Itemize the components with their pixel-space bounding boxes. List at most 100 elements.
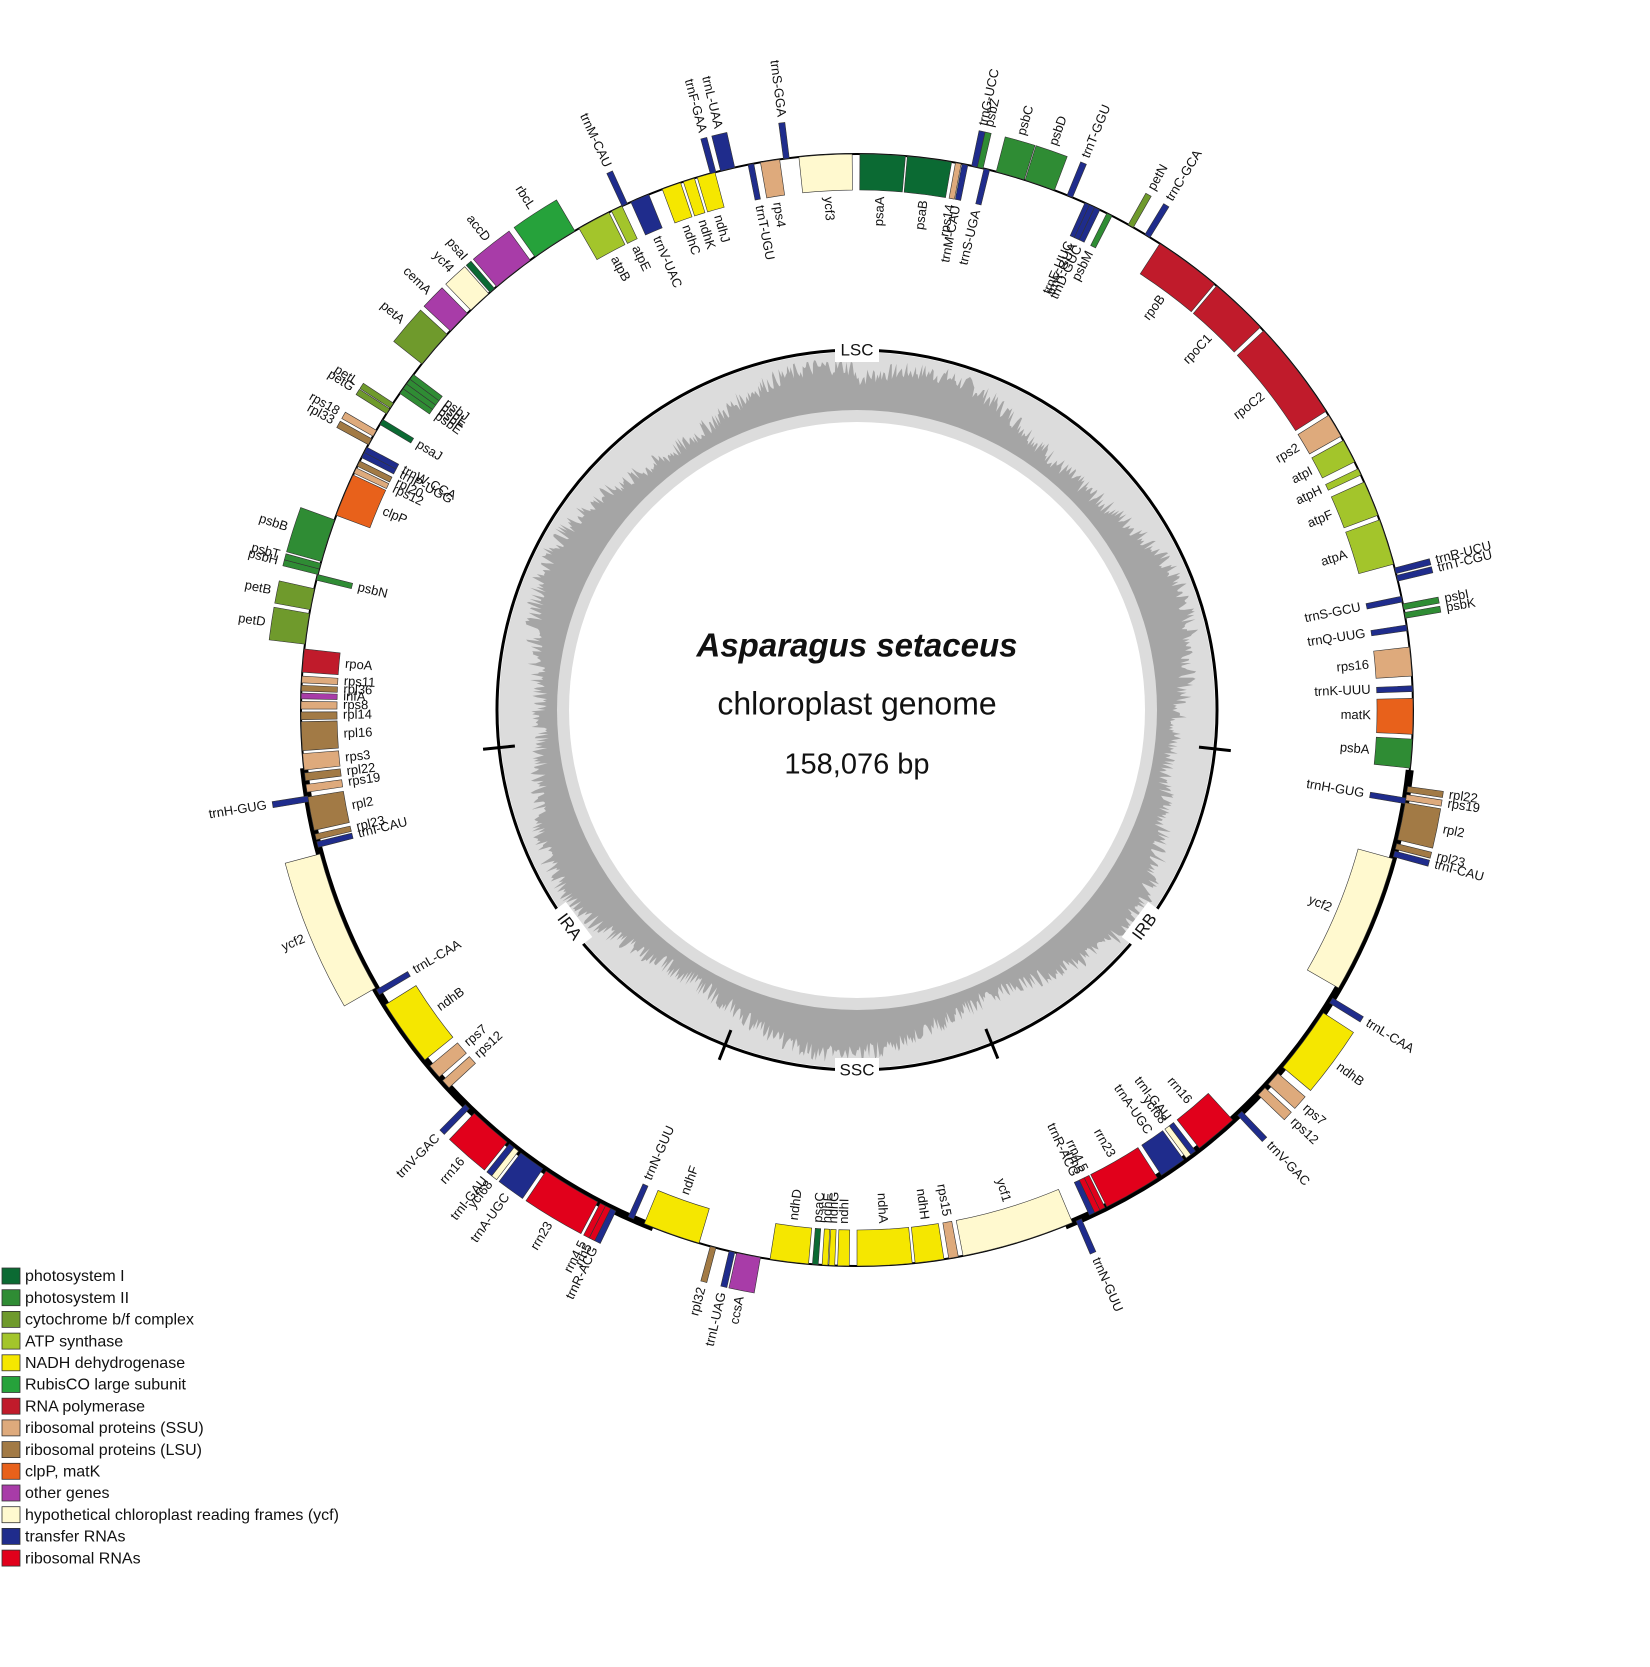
gene-block <box>995 136 1036 181</box>
legend-swatch <box>1 1311 21 1328</box>
gene-label: rps4 <box>770 201 789 228</box>
gene-label: psaB <box>912 199 931 230</box>
gene-block <box>385 985 454 1061</box>
gene-label: cemA <box>400 263 435 297</box>
gene-block <box>769 1223 813 1265</box>
gene-label: psbI <box>1443 586 1470 605</box>
legend-label: cytochrome b/f complex <box>25 1312 194 1329</box>
gene-block <box>700 137 717 175</box>
gene-label: trnH-GUG <box>1305 776 1365 800</box>
legend-swatch <box>1 1549 21 1567</box>
gene-block <box>700 1245 717 1283</box>
gene-block <box>1078 206 1101 243</box>
gene-block <box>353 467 390 489</box>
gene-label: rrn23 <box>527 1219 555 1253</box>
gene-block <box>335 474 387 529</box>
gene-block <box>1192 285 1261 353</box>
gene-label: rrn23 <box>1091 1126 1119 1160</box>
gene-label: ndhH <box>914 1188 933 1221</box>
gene-label: psbC <box>1014 104 1037 137</box>
gene-block <box>271 795 309 809</box>
gene-label: ccsA <box>726 1295 746 1326</box>
gene-label: trnH-GUG <box>208 797 268 821</box>
gene-block <box>300 700 338 710</box>
region-label-group: LSC <box>835 338 879 362</box>
gene-block <box>465 260 495 293</box>
gene-label: atpF <box>1305 507 1335 531</box>
gene-block <box>314 825 352 841</box>
gene-label: psaC <box>810 1192 827 1223</box>
gene-block <box>1404 605 1442 619</box>
legend-label: RNA polymerase <box>25 1398 145 1415</box>
gene-block <box>486 1143 515 1177</box>
gene-block <box>439 1104 470 1135</box>
gene-label: ycf1 <box>993 1176 1014 1203</box>
gene-block <box>1090 212 1113 249</box>
gene-block <box>1394 843 1433 859</box>
gene-label: psbT <box>250 539 282 561</box>
gene-block <box>301 675 339 685</box>
legend-label: RubisCO large subunit <box>25 1377 187 1394</box>
gene-block <box>954 163 969 201</box>
gene-block <box>472 230 531 288</box>
gene-block <box>445 266 490 311</box>
gene-block <box>627 1183 649 1220</box>
gene-label: psbB <box>257 510 290 533</box>
legend-label: other genes <box>25 1485 110 1502</box>
gene-block <box>1373 736 1413 769</box>
legend-swatch <box>1 1267 21 1285</box>
gene-label: rpl23 <box>355 812 387 833</box>
legend-swatch <box>1 1289 21 1307</box>
legend-label: photosystem II <box>25 1290 129 1307</box>
gene-label: ndhJ <box>711 213 733 244</box>
gene-block <box>409 374 443 402</box>
gene-label: rrn16 <box>1165 1074 1196 1107</box>
gene-block <box>711 132 736 172</box>
gene-block <box>1365 595 1403 610</box>
gene-block <box>903 155 952 198</box>
gene-label: trnL-CAA <box>410 936 464 976</box>
gene-label: psbN <box>356 579 389 601</box>
gene-block <box>305 779 344 793</box>
gene-label: trnM-CAU <box>577 111 615 170</box>
legend-swatch <box>1 1376 21 1393</box>
gene-block <box>525 1170 599 1235</box>
legend-swatch <box>1 1332 21 1350</box>
region-tick <box>984 1028 1000 1060</box>
gene-block <box>1396 566 1434 582</box>
gene-block <box>1024 145 1068 191</box>
gene-label: trnV-GAC <box>1264 1138 1313 1189</box>
gene-block <box>1257 1087 1292 1121</box>
gene-block <box>1267 1072 1306 1109</box>
gene-block <box>975 168 990 206</box>
gene-block <box>1141 1130 1185 1176</box>
region-label: SSC <box>840 1060 875 1079</box>
gene-block <box>449 1112 508 1171</box>
gene-block <box>304 768 342 781</box>
gene-label: ndhE <box>819 1192 836 1224</box>
gene-block <box>1392 850 1430 867</box>
gene-label: atpB <box>608 253 634 284</box>
gene-block <box>363 446 400 470</box>
legend-label: photosystem I <box>25 1268 125 1285</box>
gene-block <box>1297 414 1342 455</box>
gene-label: atpH <box>1293 482 1324 507</box>
gene-label: clpP <box>381 503 410 527</box>
gene-label: rpoC1 <box>1180 331 1215 367</box>
gene-block <box>301 648 341 675</box>
gene-block <box>1075 1218 1097 1255</box>
gene-label: trnS-GGA <box>767 59 789 118</box>
gene-label: ndhF <box>677 1164 701 1197</box>
gene-label: ycf2 <box>279 931 307 954</box>
gene-label: psbA <box>1339 739 1370 756</box>
legend-swatch <box>1 1441 21 1458</box>
region-label-bg <box>835 338 879 362</box>
gene-label: psbH <box>247 545 280 567</box>
gene-label: trnS-GCU <box>1303 599 1362 625</box>
legend-swatch <box>1 1506 21 1524</box>
gene-block <box>778 122 790 160</box>
gene-block <box>379 419 415 444</box>
gene-block <box>307 791 350 831</box>
gene-label: rps8 <box>343 697 368 712</box>
